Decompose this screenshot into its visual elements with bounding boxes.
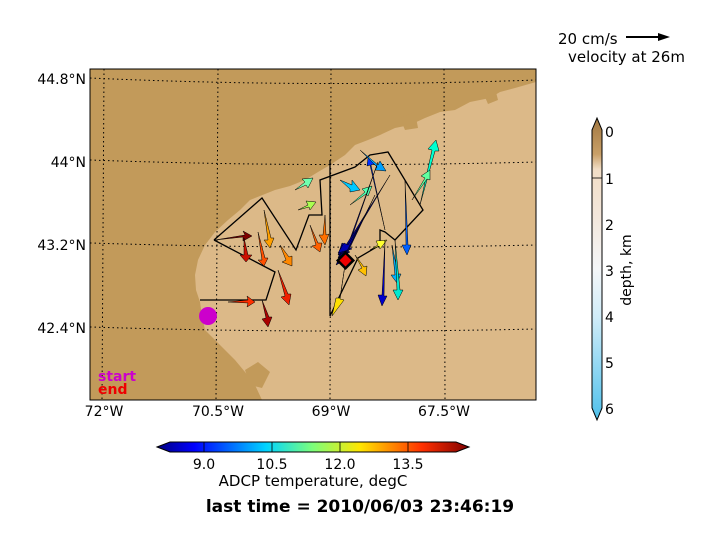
temp-tick: 12.0 <box>324 457 355 473</box>
lon-tick: 72°W <box>85 404 124 420</box>
lon-tick: 70.5°W <box>192 404 244 420</box>
depth-tick: 5 <box>605 356 614 372</box>
temp-tick: 10.5 <box>256 457 287 473</box>
last-time-label: last time = 2010/06/03 23:46:19 <box>205 497 515 517</box>
lat-tick: 42.4°N <box>37 321 86 337</box>
end-label: end <box>98 382 128 398</box>
lat-tick: 43.2°N <box>37 238 86 254</box>
end-marker <box>335 250 356 271</box>
velocity-scale-label: 20 cm/s <box>558 30 618 48</box>
temperature-colorbar <box>155 441 471 453</box>
lon-tick: 67.5°W <box>418 404 470 420</box>
lat-tick: 44.8°N <box>37 72 86 88</box>
temperature-colorbar-title: ADCP temperature, degC <box>218 472 408 490</box>
island <box>482 84 498 104</box>
start-label: start <box>98 369 137 385</box>
velocity-depth-label: velocity at 26m <box>568 48 685 66</box>
depth-tick: 0 <box>605 125 614 141</box>
depth-tick: 1 <box>605 172 614 188</box>
velocity-arrows <box>214 139 440 328</box>
depth-tick: 4 <box>605 310 614 326</box>
graticule <box>90 69 536 400</box>
depth-tick: 2 <box>605 218 614 234</box>
depth-tick: 3 <box>605 264 614 280</box>
map-area <box>90 69 536 400</box>
temp-tick: 13.5 <box>392 457 423 473</box>
velocity-scale-arrow <box>626 33 670 41</box>
lat-tick: 44°N <box>51 155 86 171</box>
depth-colorbar-title: depth, km <box>619 234 635 305</box>
start-marker <box>199 307 217 325</box>
depth-tick: 6 <box>605 402 614 418</box>
depth-colorbar <box>591 116 603 422</box>
map-frame <box>89 68 537 401</box>
lon-tick: 69°W <box>312 404 351 420</box>
island <box>245 362 270 388</box>
temp-tick: 9.0 <box>193 457 215 473</box>
island <box>400 112 418 130</box>
